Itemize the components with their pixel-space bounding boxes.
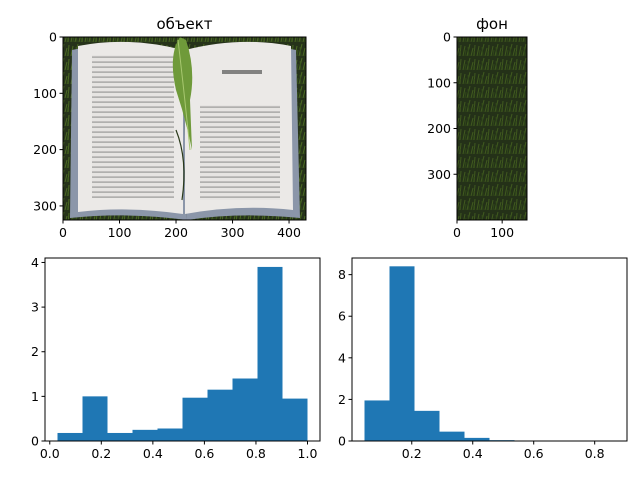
x-tick-label: 0.8 bbox=[246, 446, 266, 461]
axes-title-background: фон bbox=[476, 15, 508, 33]
x-tick-label: 0.8 bbox=[585, 446, 605, 461]
y-tick-label: 100 bbox=[33, 86, 57, 101]
y-tick-label: 0 bbox=[338, 434, 346, 449]
background-xticks: 0 100 bbox=[453, 220, 514, 240]
y-tick-label: 0 bbox=[31, 434, 39, 449]
histogram-bar bbox=[107, 432, 133, 441]
x-tick-label: 0.6 bbox=[194, 446, 214, 461]
object-yticks: 0 100 200 300 bbox=[33, 30, 63, 213]
y-tick-label: 2 bbox=[338, 392, 346, 407]
histogram-bar bbox=[157, 428, 183, 441]
axes-background-image: фон 0 100 0 100 200 300 bbox=[427, 15, 528, 240]
background-image bbox=[457, 37, 527, 220]
histogram-bar bbox=[257, 266, 283, 441]
histogram-bar bbox=[439, 431, 465, 441]
histogram-bar bbox=[389, 266, 415, 441]
y-tick-label: 200 bbox=[33, 142, 57, 157]
axes-background-histogram: 0.2 0.4 0.6 0.8 0 2 4 6 8 bbox=[338, 257, 628, 461]
object-histogram-bars bbox=[57, 266, 308, 441]
axes-title-object: объект bbox=[156, 15, 212, 33]
x-tick-label: 200 bbox=[164, 225, 188, 240]
y-tick-label: 300 bbox=[33, 198, 57, 213]
y-tick-label: 3 bbox=[31, 300, 39, 315]
y-tick-label: 2 bbox=[31, 344, 39, 359]
axes-object-histogram: 0.0 0.2 0.4 0.6 0.8 1.0 0 1 2 3 4 bbox=[31, 255, 321, 461]
background-histogram-bars bbox=[364, 266, 615, 441]
x-tick-label: 300 bbox=[221, 225, 245, 240]
y-tick-label: 8 bbox=[338, 267, 346, 282]
object-histogram-yticks: 0 1 2 3 4 bbox=[31, 255, 45, 449]
y-tick-label: 1 bbox=[31, 389, 39, 404]
x-tick-label: 0.0 bbox=[40, 446, 60, 461]
y-tick-label: 4 bbox=[31, 255, 39, 270]
histogram-bar bbox=[414, 410, 440, 441]
x-tick-label: 0 bbox=[59, 225, 67, 240]
y-tick-label: 0 bbox=[443, 30, 451, 45]
y-tick-label: 200 bbox=[427, 121, 451, 136]
y-tick-label: 100 bbox=[427, 75, 451, 90]
x-tick-label: 0.4 bbox=[143, 446, 163, 461]
x-tick-label: 1.0 bbox=[298, 446, 318, 461]
background-histogram-xticks: 0.2 0.4 0.6 0.8 bbox=[402, 441, 605, 461]
histogram-bar bbox=[282, 398, 308, 441]
x-tick-label: 0.2 bbox=[91, 446, 111, 461]
x-tick-label: 100 bbox=[108, 225, 132, 240]
y-tick-label: 300 bbox=[427, 167, 451, 182]
object-image-frame bbox=[62, 36, 307, 221]
y-tick-label: 6 bbox=[338, 309, 346, 324]
histogram-bar bbox=[207, 389, 233, 441]
object-xticks: 0 100 200 300 400 bbox=[59, 220, 301, 240]
background-histogram-frame bbox=[351, 257, 628, 442]
histogram-bar bbox=[464, 437, 490, 441]
background-yticks: 0 100 200 300 bbox=[427, 30, 457, 182]
x-tick-label: 400 bbox=[277, 225, 301, 240]
histogram-bar bbox=[132, 429, 158, 441]
object-image bbox=[63, 37, 306, 220]
histogram-bar bbox=[82, 396, 108, 441]
histogram-bar bbox=[57, 432, 83, 441]
histogram-bar bbox=[364, 400, 390, 441]
x-tick-label: 0.6 bbox=[524, 446, 544, 461]
y-tick-label: 0 bbox=[49, 30, 57, 45]
histogram-bar bbox=[182, 397, 208, 441]
y-tick-label: 4 bbox=[338, 350, 346, 365]
x-tick-label: 100 bbox=[490, 225, 514, 240]
x-tick-label: 0 bbox=[453, 225, 461, 240]
object-histogram-frame bbox=[44, 257, 321, 442]
axes-object-image: объект 0 100 200 300 400 0 100 200 300 bbox=[33, 15, 307, 240]
x-tick-label: 0.2 bbox=[402, 446, 422, 461]
x-tick-label: 0.4 bbox=[463, 446, 483, 461]
background-histogram-yticks: 0 2 4 6 8 bbox=[338, 267, 352, 449]
histogram-bar bbox=[232, 378, 258, 441]
object-histogram-xticks: 0.0 0.2 0.4 0.6 0.8 1.0 bbox=[40, 441, 318, 461]
